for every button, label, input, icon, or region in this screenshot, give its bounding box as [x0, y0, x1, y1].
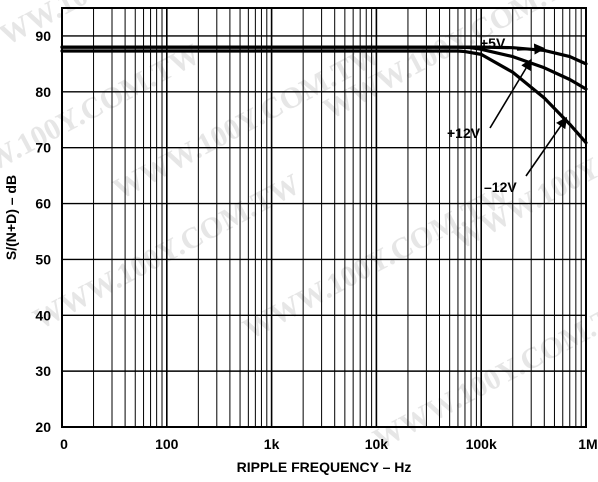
series-label-arrow [489, 58, 532, 129]
series-label: +12V [447, 125, 481, 141]
series-layer [60, 45, 588, 145]
x-tick-label: 1k [264, 436, 280, 452]
watermark-text: WWW.100Y.COM.TW [0, 38, 206, 207]
y-tick-label: 60 [35, 196, 51, 212]
series-label: –12V [484, 179, 517, 195]
series-label-arrow [516, 43, 546, 55]
x-axis-label: RIPPLE FREQUENCY – Hz [237, 459, 412, 475]
y-tick-label: 30 [35, 363, 51, 379]
y-tick-label: 20 [35, 419, 51, 435]
series-label-arrow [525, 116, 568, 177]
series-line-2 [60, 45, 588, 91]
series-labels: +5V +12V –12V [447, 35, 568, 195]
y-axis-label: S/(N+D) – dB [3, 175, 19, 260]
tick-labels: 0 100 1k 10k 100k 1M 20 30 40 50 60 70 80 90 [35, 28, 597, 452]
series-label: +5V [480, 35, 506, 51]
y-tick-label: 50 [35, 251, 51, 267]
x-tick-label: 100 [155, 436, 179, 452]
grid [62, 8, 586, 427]
y-tick-label: 90 [35, 28, 51, 44]
x-tick-label: 1M [578, 436, 597, 452]
y-tick-label: 40 [35, 307, 51, 323]
plot-frame [61, 7, 587, 428]
x-tick-label: 100k [466, 436, 497, 452]
watermark-text: WWW.100Y.COM.TW [368, 288, 598, 457]
y-tick-label: 80 [35, 84, 51, 100]
x-tick-label: 10k [365, 436, 389, 452]
x-tick-label: 0 [60, 436, 68, 452]
series-line-3 [60, 49, 588, 145]
y-tick-label: 70 [35, 140, 51, 156]
